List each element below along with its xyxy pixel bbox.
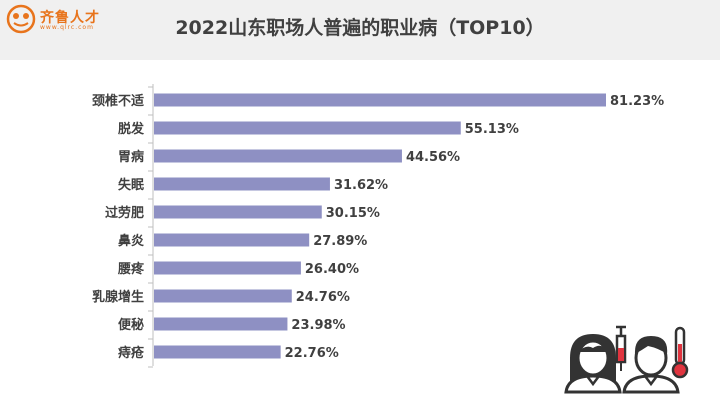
category-label: 失眠 [118, 177, 144, 193]
bar [154, 317, 288, 331]
bar [154, 233, 310, 247]
header-bar: 齐鲁人才 www.qlrc.com 2022山东职场人普遍的职业病（TOP10） [0, 0, 720, 60]
category-label: 过劳肥 [105, 205, 144, 221]
category-label: 便秘 [118, 317, 144, 333]
bar-chart: 颈椎不适 81.23% 脱发 55.13% 胃病 44.56% 失眠 31.62% 过劳肥 30.… [92, 84, 664, 368]
chart-title: 2022山东职场人普遍的职业病（TOP10） [175, 17, 545, 39]
logo-url: www.qlrc.com [40, 24, 94, 31]
category-label: 胃病 [118, 149, 144, 165]
medical-people-illustration [564, 325, 689, 394]
bar [154, 149, 402, 163]
thermometer-icon [671, 326, 689, 379]
logo-name: 齐鲁人才 [40, 10, 100, 26]
bar [154, 121, 461, 135]
value-label: 23.98% [291, 318, 345, 333]
category-label: 乳腺增生 [92, 289, 144, 305]
value-label: 31.62% [334, 178, 388, 193]
value-label: 44.56% [406, 150, 460, 165]
category-label: 腰疼 [117, 261, 145, 277]
bar [154, 289, 292, 303]
patient-man-icon [622, 336, 680, 394]
brand-logo[interactable]: 齐鲁人才 www.qlrc.com [6, 4, 116, 34]
category-label: 鼻炎 [118, 233, 144, 249]
frog-logo-icon [6, 4, 36, 34]
value-label: 55.13% [465, 122, 519, 137]
value-label: 26.40% [305, 262, 359, 277]
category-label: 颈椎不适 [92, 93, 144, 109]
value-label: 81.23% [610, 94, 664, 109]
category-label: 脱发 [118, 121, 145, 137]
category-label: 痔疮 [118, 345, 145, 361]
bar [154, 345, 281, 359]
bar [154, 93, 606, 107]
value-label: 22.76% [285, 346, 339, 361]
value-label: 27.89% [313, 234, 367, 249]
bar [154, 177, 330, 191]
bar [154, 205, 322, 219]
syringe-icon [615, 325, 627, 371]
value-label: 30.15% [326, 206, 380, 221]
bar [154, 261, 301, 275]
value-label: 24.76% [296, 290, 350, 305]
doctor-woman-icon [564, 334, 622, 394]
